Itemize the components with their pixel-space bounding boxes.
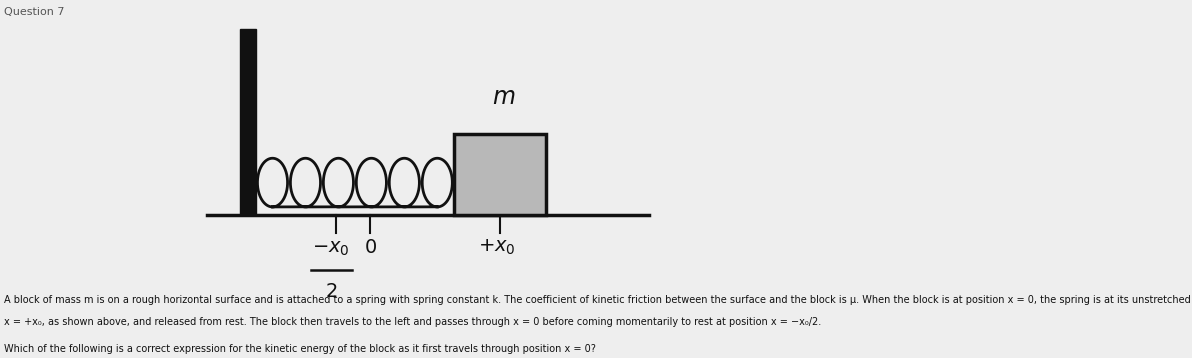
Text: x = +x₀, as shown above, and released from rest. The block then travels to the l: x = +x₀, as shown above, and released fr… xyxy=(4,317,821,327)
Text: A block of mass m is on a rough horizontal surface and is attached to a spring w: A block of mass m is on a rough horizont… xyxy=(4,295,1192,305)
Text: Which of the following is a correct expression for the kinetic energy of the blo: Which of the following is a correct expr… xyxy=(4,344,596,354)
Bar xyxy=(454,134,546,215)
Text: $m$: $m$ xyxy=(492,84,516,109)
Text: $0$: $0$ xyxy=(364,237,377,257)
Text: $-x_0$: $-x_0$ xyxy=(312,239,350,258)
Text: $+x_0$: $+x_0$ xyxy=(478,237,515,257)
Text: Question 7: Question 7 xyxy=(4,7,64,17)
Text: $2$: $2$ xyxy=(325,282,337,301)
Bar xyxy=(240,29,256,215)
